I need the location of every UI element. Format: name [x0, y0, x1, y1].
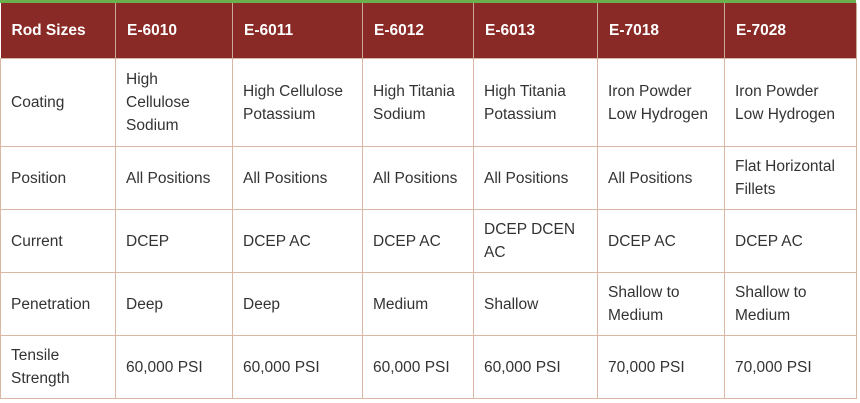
table-cell: Medium [362, 272, 474, 336]
table-cell: All Positions [597, 146, 725, 210]
table-row: Tensile Strength 60,000 PSI 60,000 PSI 60,0… [0, 335, 857, 399]
table-cell: DCEP AC [232, 209, 363, 273]
table-cell: DCEP AC [362, 209, 474, 273]
table-cell: Flat Horizontal Fillets [724, 146, 857, 210]
table-cell: Shallow to Medium [597, 272, 725, 336]
table-row: Position All Positions All Positions All Po… [0, 146, 857, 210]
table-cell: All Positions [473, 146, 598, 210]
table-cell: Deep [115, 272, 233, 336]
table-row: Current DCEP DCEP AC DCEP AC DCEP DCEN AC DCE… [0, 209, 857, 273]
header-row: Rod Sizes E-6010 E-6011 E-6012 E-6013 E-7018 E… [0, 3, 857, 59]
table-cell: 60,000 PSI [232, 335, 363, 399]
row-label: Coating [0, 58, 116, 147]
row-label: Tensile Strength [0, 335, 116, 399]
table-cell: All Positions [362, 146, 474, 210]
table-cell: All Positions [115, 146, 233, 210]
table-cell: DCEP DCEN AC [473, 209, 598, 273]
table-cell: DCEP [115, 209, 233, 273]
table-cell: Shallow [473, 272, 598, 336]
header-cell: E-6012 [362, 3, 474, 59]
table-header: Rod Sizes E-6010 E-6011 E-6012 E-6013 E-7018 E… [0, 3, 857, 59]
welding-rod-table: Rod Sizes E-6010 E-6011 E-6012 E-6013 E-7018 E… [0, 3, 857, 399]
header-cell: E-6010 [115, 3, 233, 59]
table-cell: 60,000 PSI [362, 335, 474, 399]
table-cell: 70,000 PSI [597, 335, 725, 399]
table-cell: Shallow to Medium [724, 272, 857, 336]
header-cell: E-6013 [473, 3, 598, 59]
header-cell: E-7018 [597, 3, 725, 59]
header-cell: E-6011 [232, 3, 363, 59]
table-cell: High Titania Sodium [362, 58, 474, 147]
table-cell: Iron Powder Low Hydrogen [597, 58, 725, 147]
row-label: Current [0, 209, 116, 273]
table-cell: High Cellulose Sodium [115, 58, 233, 147]
table-cell: 60,000 PSI [115, 335, 233, 399]
row-label: Penetration [0, 272, 116, 336]
table-cell: High Cellulose Potassium [232, 58, 363, 147]
table-row: Coating High Cellulose Sodium High Cellulo… [0, 58, 857, 147]
table-body: Coating High Cellulose Sodium High Cellulo… [0, 58, 857, 399]
row-label: Position [0, 146, 116, 210]
table-cell: 70,000 PSI [724, 335, 857, 399]
table-cell: Deep [232, 272, 363, 336]
table-cell: High Titania Potassium [473, 58, 598, 147]
table-cell: DCEP AC [597, 209, 725, 273]
header-cell: E-7028 [724, 3, 857, 59]
table-row: Penetration Deep Deep Medium Shallow Shallow … [0, 272, 857, 336]
table-cell: 60,000 PSI [473, 335, 598, 399]
table-cell: Iron Powder Low Hydrogen [724, 58, 857, 147]
table-cell: All Positions [232, 146, 363, 210]
table-cell: DCEP AC [724, 209, 857, 273]
header-cell: Rod Sizes [0, 3, 116, 59]
